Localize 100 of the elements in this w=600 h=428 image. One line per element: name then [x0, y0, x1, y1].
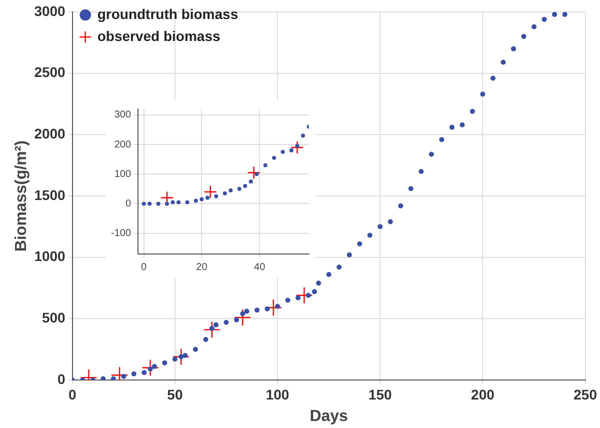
point [203, 321, 220, 338]
point [121, 374, 126, 379]
x-tick-label: 20 [196, 262, 208, 273]
y-tick-label: 1500 [34, 186, 66, 203]
point [418, 168, 424, 174]
x-tick-label: 40 [254, 262, 266, 273]
point [162, 360, 168, 366]
point [511, 46, 516, 52]
point [178, 354, 184, 360]
point [234, 317, 239, 322]
x-tick-label: 100 [266, 386, 290, 402]
x-axis-title: Days [310, 408, 348, 425]
point [243, 184, 248, 188]
point [164, 202, 169, 206]
legend-label: observed biomass [97, 28, 220, 44]
point [148, 202, 152, 206]
point [237, 186, 242, 191]
y-tick-label: 300 [114, 110, 132, 121]
point [209, 326, 214, 331]
point [194, 198, 198, 203]
point [254, 308, 260, 313]
y-tick-label: 2500 [34, 64, 66, 80]
point [240, 311, 246, 316]
point [542, 16, 547, 22]
point [275, 304, 280, 309]
y-tick-label: 200 [114, 139, 132, 150]
y-tick-label: 2000 [34, 126, 66, 142]
point [142, 202, 146, 206]
point [532, 24, 537, 30]
point [244, 308, 250, 314]
point [296, 286, 313, 304]
y-tick-label: 0 [125, 198, 132, 210]
point [192, 346, 198, 352]
point [367, 232, 372, 238]
point [263, 163, 268, 168]
point [290, 140, 304, 154]
point [264, 306, 270, 312]
y-tick-label: -100 [111, 228, 132, 240]
point [148, 366, 153, 372]
point [100, 376, 106, 380]
y-axis-title: Biomass(g/m²) [13, 140, 30, 252]
point [398, 203, 404, 208]
point [172, 348, 190, 366]
point [182, 352, 188, 358]
point [228, 188, 233, 192]
point [152, 364, 157, 370]
point [247, 166, 260, 180]
point [408, 186, 414, 192]
point [142, 359, 159, 376]
point [500, 60, 506, 65]
point [428, 152, 434, 157]
point [439, 137, 444, 142]
point [346, 252, 352, 258]
point [131, 371, 136, 376]
point [289, 148, 294, 152]
point [285, 298, 290, 303]
point [470, 108, 475, 114]
point [214, 194, 218, 198]
y-tick-label: 1000 [34, 248, 66, 264]
y-tick-label: 3000 [34, 2, 66, 19]
point [306, 292, 311, 298]
point [388, 219, 393, 224]
point [336, 264, 342, 270]
point [272, 156, 276, 160]
point [185, 200, 190, 204]
point [213, 322, 218, 328]
point [552, 12, 558, 17]
point [521, 34, 526, 40]
y-tick-label: 0 [58, 370, 66, 387]
point [156, 202, 160, 206]
point [326, 272, 332, 278]
point [222, 191, 227, 196]
point [490, 76, 496, 81]
point [316, 280, 322, 286]
point [224, 320, 229, 325]
point [205, 196, 210, 200]
point [296, 295, 301, 300]
point [110, 376, 116, 380]
y-tick-label: 500 [42, 310, 66, 326]
point [357, 241, 362, 246]
point [254, 172, 259, 176]
x-tick-label: 200 [471, 386, 495, 402]
point [203, 337, 208, 342]
point [248, 180, 253, 184]
point [301, 134, 306, 138]
point [480, 92, 486, 97]
point [312, 289, 317, 294]
point [142, 370, 147, 376]
y-tick-label: 100 [114, 168, 132, 180]
x-tick-label: 0 [68, 386, 76, 402]
point [460, 122, 465, 128]
legend-label: groundtruth biomass [97, 6, 238, 22]
point [449, 124, 454, 130]
point [176, 200, 181, 204]
x-tick-label: 50 [167, 386, 183, 402]
point [234, 308, 252, 326]
point [295, 144, 300, 148]
point [200, 197, 204, 202]
x-tick-label: 0 [141, 262, 148, 273]
x-tick-label: 250 [574, 386, 598, 402]
